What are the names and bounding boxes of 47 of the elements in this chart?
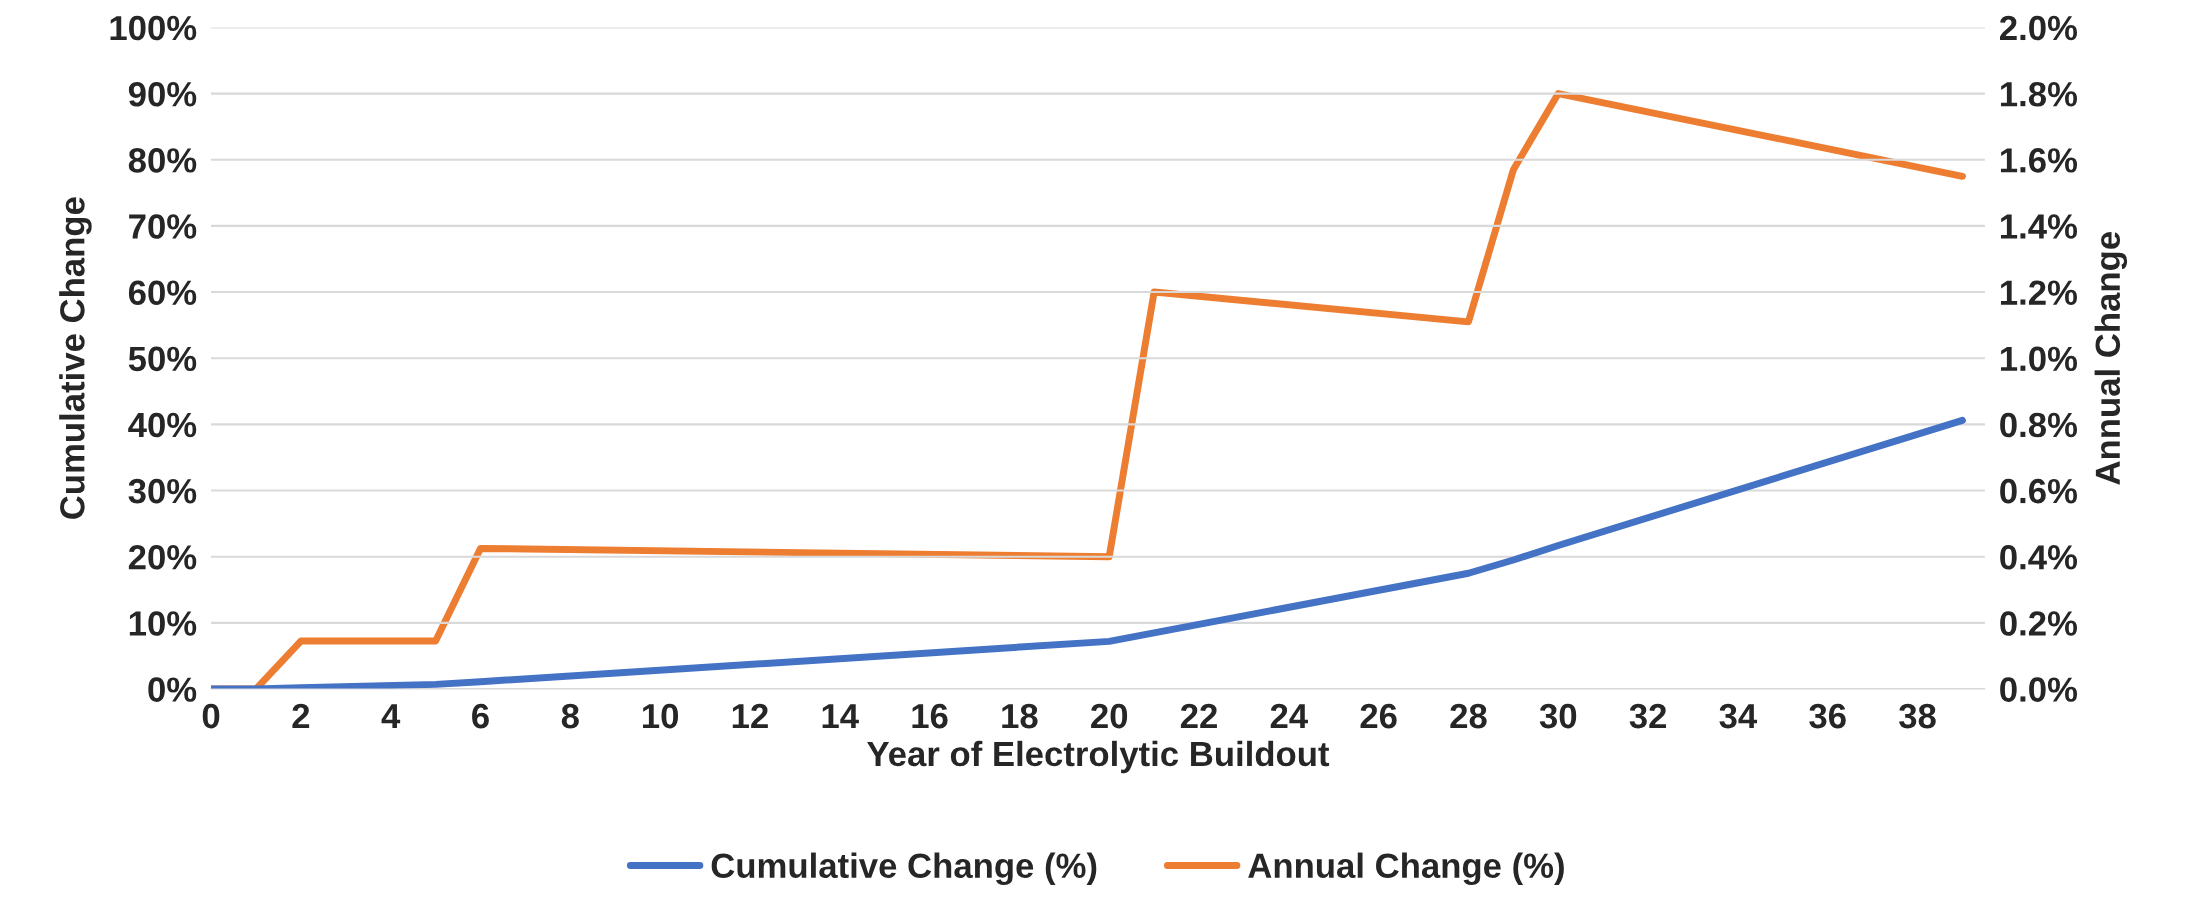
x-tick-label: 34 [1719, 703, 1758, 729]
x-tick-label: 32 [1629, 703, 1667, 729]
x-tick-label: 10 [643, 703, 679, 729]
y2-tick-label: 1.8% [2000, 81, 2078, 107]
y-tick-label: 10% [129, 611, 197, 636]
x-tick-label: 0 [202, 703, 220, 729]
y2-tick-label: 1.6% [2000, 148, 2078, 173]
legend-label: Cumulative Change (%) [711, 852, 1097, 886]
y2-tick-label: 0.6% [2000, 478, 2078, 504]
y2-axis-title: Annual Change [2094, 232, 2128, 485]
y-tick-label: 0% [148, 677, 197, 702]
x-tick-label: 4 [381, 704, 401, 729]
y-tick-label: 60% [128, 280, 197, 305]
x-tick-label: 30 [1539, 703, 1577, 729]
x-tick-label: 26 [1360, 703, 1397, 729]
x-tick-label: 24 [1270, 703, 1308, 729]
y-tick-label: 20% [128, 545, 197, 570]
x-axis-title: Year of Electrolytic Buildout [867, 740, 1330, 774]
y-axis-title: Cumulative Change [59, 197, 92, 519]
legend-label: Annual Change (%) [1248, 852, 1564, 886]
y-tick-label: 80% [128, 148, 197, 173]
y2-tick-label: 0.8% [2000, 412, 2078, 438]
y2-tick-label: 1.2% [2000, 280, 2078, 305]
x-tick-label: 38 [1899, 703, 1936, 729]
y2-tick-label: 0.0% [2000, 677, 2078, 702]
x-tick-label: 20 [1091, 703, 1128, 729]
x-tick-label: 28 [1450, 703, 1487, 729]
y-tick-label: 90% [128, 81, 197, 107]
y2-tick-label: 0.2% [2000, 611, 2078, 636]
y-tick-label: 50% [128, 346, 197, 372]
y2-tick-label: 0.4% [2000, 545, 2078, 570]
y-tick-label: 100% [110, 15, 197, 41]
y2-tick-label: 1.4% [2000, 214, 2078, 239]
x-tick-label: 12 [732, 703, 768, 729]
y-tick-label: 30% [128, 478, 197, 504]
x-tick-label: 6 [472, 703, 489, 729]
x-tick-label: 2 [292, 703, 310, 729]
x-tick-label: 14 [822, 704, 859, 729]
y-tick-label: 70% [129, 214, 197, 239]
y-tick-label: 40% [128, 412, 197, 438]
y2-tick-label: 1.0% [2000, 346, 2078, 372]
x-tick-label: 22 [1180, 703, 1217, 729]
x-tick-label: 18 [1002, 703, 1038, 729]
x-tick-label: 16 [912, 703, 948, 729]
y2-tick-label: 2.0% [2000, 15, 2078, 41]
x-tick-label: 8 [561, 703, 579, 729]
x-tick-label: 36 [1809, 703, 1846, 729]
